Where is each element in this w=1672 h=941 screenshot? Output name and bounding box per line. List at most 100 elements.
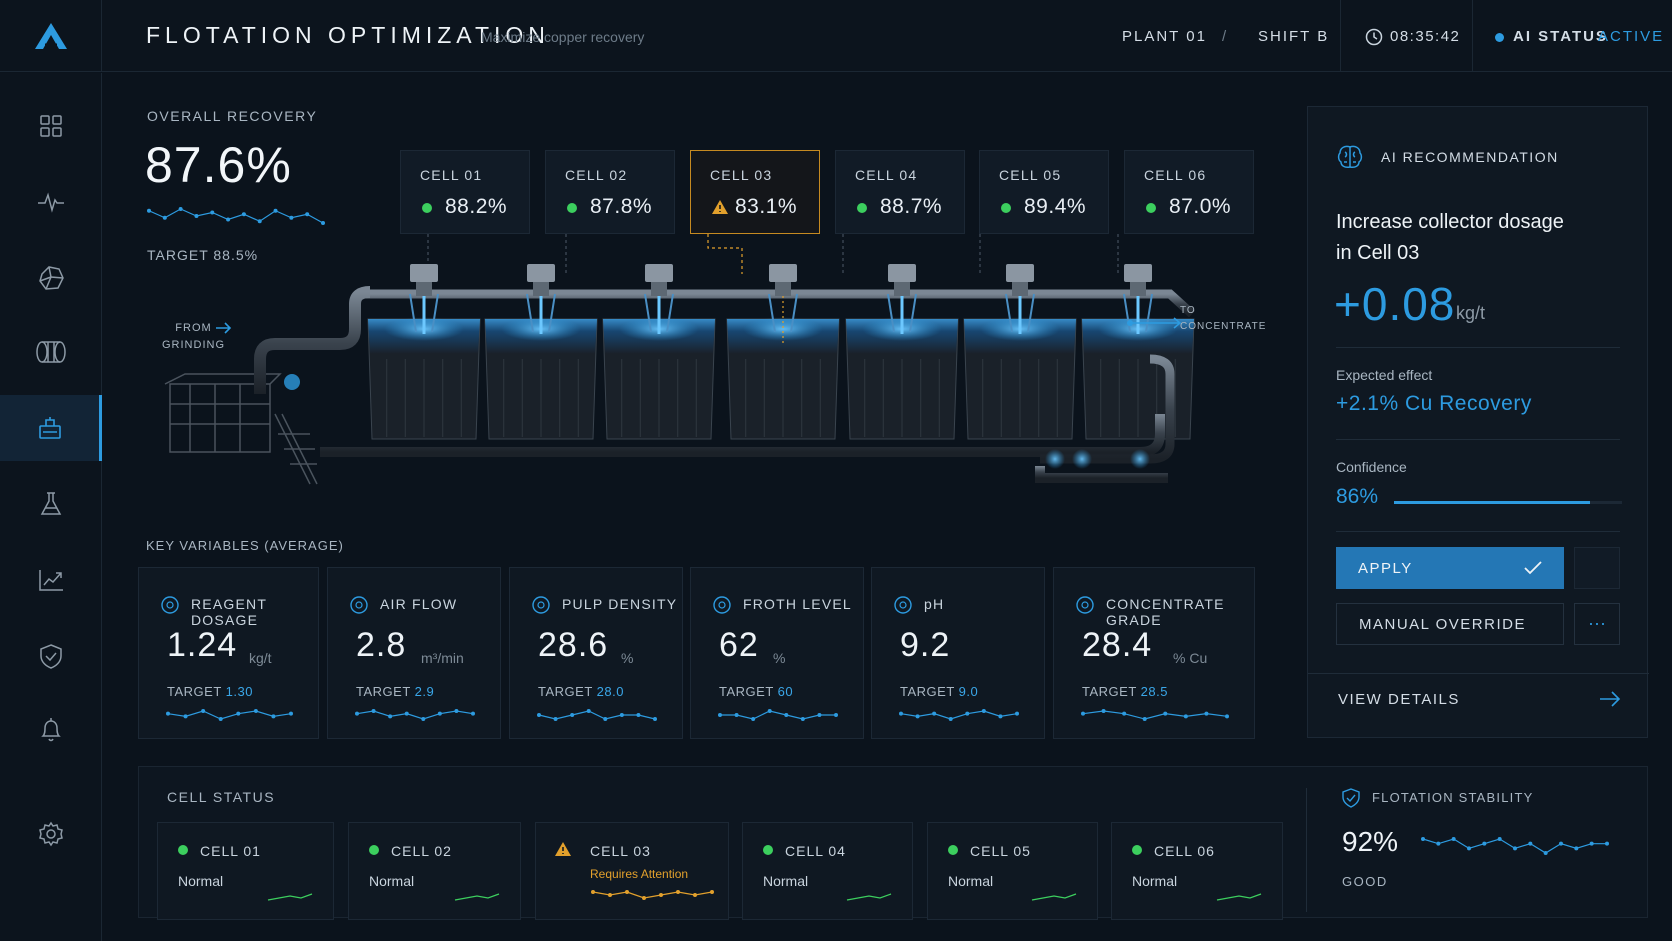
sidebar-item-flotation[interactable] [0,395,102,461]
sparkline-point [932,711,937,716]
sidebar-item-alerts[interactable] [0,697,102,763]
cell-card[interactable]: CELL 03 83.1% [690,150,820,234]
confidence-value: 86% [1336,485,1379,508]
key-variable-card[interactable]: PULP DENSITY 28.6 % TARGET 28.0 [509,567,683,739]
recommendation-line2: in Cell 03 [1336,242,1420,264]
key-variable-card[interactable]: pH 9.2 TARGET 9.0 [871,567,1045,739]
sparkline-point [388,714,393,719]
view-details-link[interactable]: VIEW DETAILS [1308,674,1649,724]
sparkline-point [471,711,475,716]
sidebar-item-monitoring[interactable] [0,169,102,235]
ai-status-label: AI STATUS [1513,28,1608,45]
sparkline-point [553,717,558,721]
target-label: TARGET [900,684,955,699]
key-variable-card[interactable]: FROTH LEVEL 62 % TARGET 60 [690,567,864,739]
sidebar-item-grinding[interactable] [0,319,102,385]
variable-value: 28.6 [538,626,609,664]
sidebar-item-analytics[interactable] [0,547,102,613]
variable-value: 2.8 [356,626,407,664]
variable-unit: % Cu [1173,650,1208,666]
brain-icon [1337,145,1363,168]
sparkline-point [289,215,294,220]
sparkline-point [166,711,170,716]
sidebar-item-dashboard[interactable] [0,93,102,159]
cell-status-card[interactable]: CELL 06 Normal [1111,822,1283,920]
ai-status-value: ACTIVE [1598,28,1665,45]
sparkline-point [591,890,595,894]
manual-override-button[interactable]: MANUAL OVERRIDE [1336,603,1564,645]
shift-selector[interactable]: SHIFT B [1258,28,1330,45]
target-label: TARGET [1082,684,1137,699]
page-title: FLOTATION OPTIMIZATION [146,22,550,48]
more-options-button[interactable]: ··· [1574,603,1620,645]
from-grinding-label: FROM GRINDING [162,322,225,351]
apply-button[interactable]: APPLY [1336,547,1564,589]
flotation-cell-icon [38,417,61,439]
sidebar-item-ore[interactable] [0,245,102,311]
drop-icon [894,596,912,614]
sparkline-line [454,893,500,901]
mill-drum-icon [36,341,66,363]
sparkline-point [998,714,1003,719]
sparkline-line [720,710,836,720]
key-variable-card[interactable]: AIR FLOW 2.8 m³/min TARGET 2.9 [327,567,501,739]
flask-icon [161,596,179,614]
pulse-icon [38,192,64,213]
sparkline-line [148,208,324,224]
key-variable-card[interactable]: CONCENTRATE GRADE 28.4 % Cu TARGET 28.5 [1053,567,1255,739]
sparkline-line [1082,710,1228,720]
variable-trend-sparkline [537,709,657,721]
cell-card[interactable]: CELL 01 88.2% [400,150,530,234]
cell-name: CELL 01 [200,843,261,859]
recovery-target: TARGET 88.5% [147,247,259,263]
variable-name: CONCENTRATE GRADE [1106,596,1225,628]
sidebar-item-lab[interactable] [0,471,102,537]
key-variable-card[interactable]: REAGENT DOSAGE 1.24 kg/t TARGET 1.30 [138,567,319,739]
clock-icon [1365,28,1383,46]
sparkline-point [226,217,231,222]
variable-trend-sparkline [718,709,838,721]
sparkline-point [421,717,426,721]
cell-card[interactable]: CELL 02 87.8% [545,150,675,234]
cell-recovery-value: 87.8% [590,195,653,218]
variable-target: TARGET 2.9 [356,684,434,699]
cell-status-text: Normal [948,873,994,889]
cell-name: CELL 03 [710,167,773,183]
cell-status-text: Normal [178,873,224,889]
sparkline-point [800,717,805,721]
expected-effect-value: +2.1% Cu Recovery [1336,392,1532,415]
shield-check-icon [40,644,62,669]
cell-card[interactable]: CELL 04 88.7% [835,150,965,234]
cell-card[interactable]: CELL 06 87.0% [1124,150,1254,234]
logo[interactable] [0,0,102,72]
cell-status-card[interactable]: CELL 01 Normal [157,822,334,920]
sparkline-point [1451,837,1456,841]
cell-status-card[interactable]: CELL 03 Requires Attention [535,822,729,920]
sparkline-point [1183,714,1188,719]
cell-status-card[interactable]: CELL 04 Normal [742,822,913,920]
plant-selector[interactable]: PLANT 01 [1122,28,1207,45]
flotation-tank [726,264,840,440]
apply-options-button[interactable] [1574,547,1620,589]
target-label: TARGET [356,684,411,699]
sparkline-point [1589,841,1594,846]
divider [1336,347,1620,348]
sidebar-item-safety[interactable] [0,623,102,689]
sparkline-point [619,713,624,717]
cell-status-card[interactable]: CELL 02 Normal [348,822,521,920]
sparkline-point [1122,711,1127,716]
variable-target: TARGET 9.0 [900,684,978,699]
ai-recommendation-title: AI RECOMMENDATION [1381,149,1559,165]
target-value: 28.0 [596,684,624,699]
arrow-right-icon [1600,691,1621,707]
cell-status-card[interactable]: CELL 05 Normal [927,822,1098,920]
sidebar-item-settings[interactable] [0,801,102,867]
status-dot [1001,203,1011,213]
key-variables-title: KEY VARIABLES (AVERAGE) [146,538,344,553]
sparkline-point [1421,837,1425,841]
sparkline-line [846,893,892,901]
cell-card[interactable]: CELL 05 89.4% [979,150,1109,234]
variable-trend-sparkline [166,709,293,721]
target-icon [1076,596,1094,614]
variable-value: 28.4 [1082,626,1153,664]
